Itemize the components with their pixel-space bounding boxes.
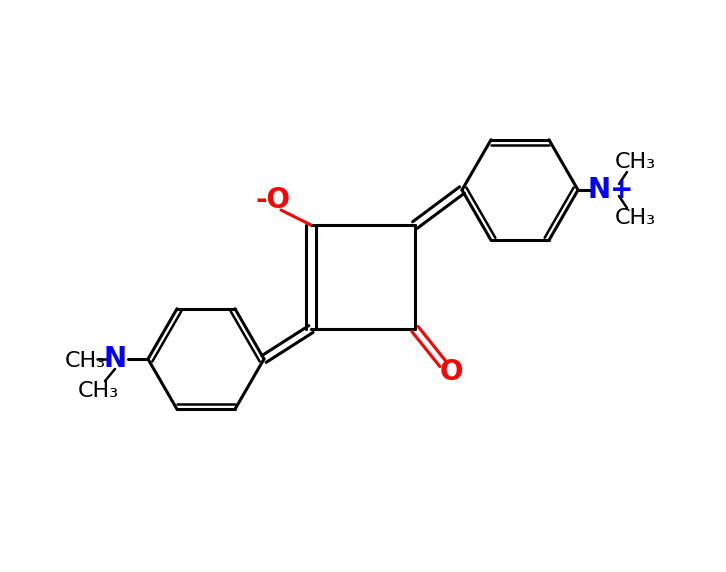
Text: -O: -O [256,186,290,214]
Text: CH₃: CH₃ [78,381,118,401]
Text: N+: N+ [588,176,635,204]
Text: N: N [103,345,126,373]
Text: CH₃: CH₃ [614,152,656,172]
Text: CH₃: CH₃ [65,351,105,371]
Text: O: O [439,358,462,386]
Text: CH₃: CH₃ [614,208,656,228]
